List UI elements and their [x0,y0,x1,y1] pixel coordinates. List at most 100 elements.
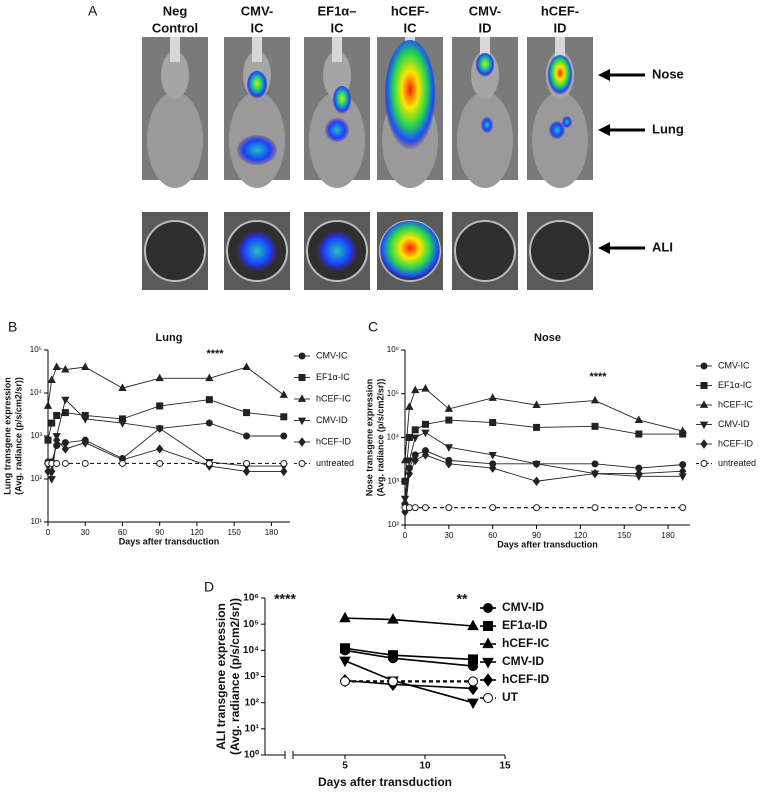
marker [242,466,251,477]
marker [591,422,599,430]
marker [421,450,430,460]
x-tick-label: 150 [618,531,632,540]
marker [387,613,399,624]
legend-label: CMV-ID [502,654,544,668]
marker [340,676,350,687]
marker [53,411,61,419]
y-axis-label: ALI transgene expression [214,603,228,750]
series-line [47,399,284,441]
series-line [47,366,285,407]
marker [205,373,214,382]
marker [635,504,643,512]
marker [444,404,453,412]
marker [339,656,351,668]
y-tick-label: 10⁵ [387,389,399,398]
marker [61,409,69,417]
legend-label: CMV-IC [718,360,750,370]
nose-cone [170,37,180,62]
legend-marker [483,621,493,631]
marker [445,459,453,469]
y-tick-label: 10³ [245,671,260,682]
legend-marker [298,437,306,447]
marker [489,463,497,473]
marker [590,395,600,404]
marker [405,457,414,466]
marker [118,420,127,428]
nose-cone [332,37,342,62]
marker [591,504,599,512]
legend-marker [482,673,494,687]
marker [488,452,497,460]
arrow-head [598,69,610,81]
signal [385,40,435,150]
y-tick-label: 10³ [30,431,42,440]
marker [411,426,419,434]
legend-marker [700,439,708,449]
legend-marker [483,603,493,613]
y-axis-label: Nose transgene expression [364,379,374,497]
column-label: ID [479,20,492,35]
panel-a: Neg Control CMV- IC EF1α– IC hCEF- IC CMV- ID hCEF… [142,3,684,290]
column-label: EF1α– [317,3,356,18]
x-axis-label: Days after transduction [497,539,598,549]
arrow-label: Nose [652,66,684,81]
legend-marker [297,417,307,426]
marker [532,400,541,409]
nose-cone [252,37,262,62]
marker [388,676,398,687]
marker [489,504,497,512]
marker [156,459,164,467]
x-tick-label: 30 [444,531,453,540]
x-tick-label: 0 [46,528,51,537]
marker [155,425,164,434]
arrow-head [598,242,610,254]
legend-label: hCEF-IC [502,636,550,650]
annotation: **** [274,591,296,607]
legend-label: EF1α-ID [502,618,548,632]
marker [156,444,164,454]
marker [411,434,420,443]
marker [679,504,687,512]
x-tick-label: 120 [574,531,588,540]
y-axis-label: (Avg. radiance (p/s/cm2/sr)) [13,377,23,495]
y-tick-label: 10¹ [30,517,42,526]
y-tick-label: 10⁵ [243,619,259,630]
y-tick-label: 10⁴ [243,645,259,656]
column-label: CMV- [241,3,274,18]
marker [421,384,430,392]
marker [634,415,643,423]
marker [280,413,288,421]
signal [237,135,277,165]
arrow-head [598,124,610,136]
marker [421,429,430,438]
well-signal [380,221,440,281]
legend-label: CMV-ID [718,419,750,429]
marker [591,468,599,479]
marker [411,385,420,394]
legend-label: EF1α-IC [316,372,350,382]
signal [333,86,351,114]
signal [325,118,349,142]
marker [61,444,70,454]
panel-label: A [88,3,98,19]
x-tick-label: 30 [81,528,90,537]
marker [635,468,643,479]
legend-label: hCEF-ID [316,436,352,446]
marker [61,364,70,373]
marker [444,444,453,452]
x-tick-label: 90 [532,531,541,540]
legend-marker [699,400,709,408]
column-label: hCEF- [541,3,579,18]
series-line [404,388,683,461]
x-tick-label: 120 [190,528,204,537]
marker [405,434,413,441]
marker [679,466,687,476]
marker [243,459,251,467]
marker [61,459,69,467]
y-tick-label: 10⁴ [387,433,400,442]
marker [81,362,90,371]
marker [280,466,288,477]
x-tick-label: 90 [155,528,164,537]
